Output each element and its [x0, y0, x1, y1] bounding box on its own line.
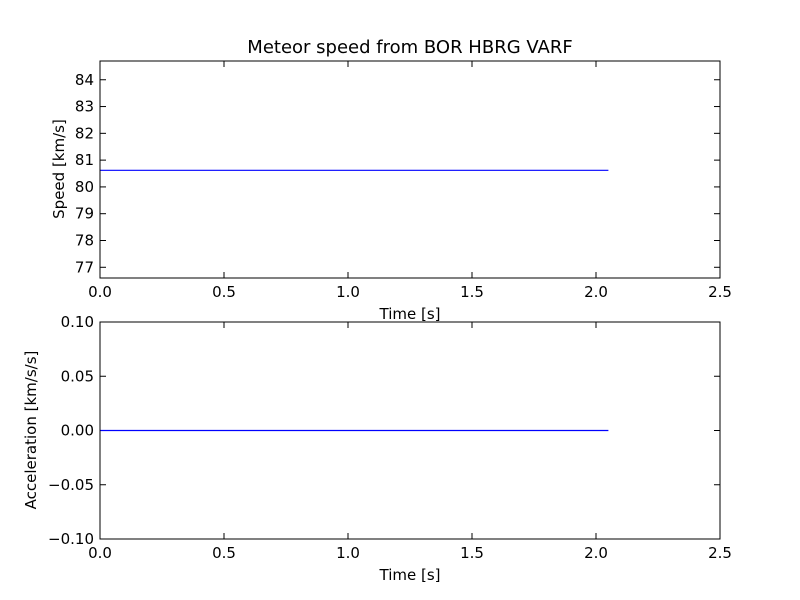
speed-chart-x-tick-label: 0.0 — [88, 283, 112, 301]
acceleration-chart-y-tick-label: 0.05 — [61, 367, 94, 385]
speed-chart-y-tick-label: 83 — [75, 98, 94, 116]
speed-chart-x-tick-label: 2.0 — [584, 283, 608, 301]
acceleration-chart-y-tick-label: 0.10 — [61, 313, 94, 331]
acceleration-chart-x-axis-label: Time [s] — [379, 566, 441, 584]
speed-chart-x-tick-label: 2.5 — [708, 283, 732, 301]
acceleration-chart-x-tick-label: 1.0 — [336, 544, 360, 562]
speed-chart-y-tick-label: 80 — [75, 178, 94, 196]
speed-chart-x-axis-label: Time [s] — [379, 305, 441, 323]
acceleration-chart-axes-frame — [99, 321, 721, 540]
speed-chart-y-tick-label: 84 — [75, 71, 94, 89]
acceleration-chart-x-tick-label: 0.0 — [88, 544, 112, 562]
speed-chart-x-tick-label: 1.0 — [336, 283, 360, 301]
acceleration-chart: 0.0 0.5 1.0 1.5 2.0 2.5 0.10 0.05 0.00 −0.05 −0.10… — [22, 313, 732, 584]
acceleration-chart-y-tick-label: 0.00 — [61, 422, 94, 440]
speed-chart-y-tick-label: 78 — [75, 231, 94, 249]
speed-chart-y-tick-label: 82 — [75, 124, 94, 142]
speed-chart-title: Meteor speed from BOR HBRG VARF — [247, 37, 572, 58]
speed-chart: Meteor speed from BOR HBRG VARF 0.0 0.5 1.… — [50, 37, 732, 323]
acceleration-chart-ticks: 0.0 0.5 1.0 1.5 2.0 2.5 0.10 0.05 0.00 −0.05 −0.10 — [48, 313, 732, 562]
acceleration-chart-x-tick-label: 2.0 — [584, 544, 608, 562]
speed-chart-y-tick-label: 79 — [75, 205, 94, 223]
acceleration-chart-x-tick-label: 1.5 — [460, 544, 484, 562]
speed-chart-x-tick-label: 0.5 — [212, 283, 236, 301]
acceleration-chart-y-tick-label: −0.05 — [48, 476, 94, 494]
speed-chart-x-tick-label: 1.5 — [460, 283, 484, 301]
speed-chart-y-axis-label: Speed [km/s] — [50, 119, 68, 219]
acceleration-chart-x-tick-label: 2.5 — [708, 544, 732, 562]
acceleration-chart-y-tick-label: −0.10 — [48, 530, 94, 548]
acceleration-chart-x-tick-label: 0.5 — [212, 544, 236, 562]
speed-chart-axes-frame — [99, 60, 721, 279]
speed-chart-y-tick-label: 81 — [75, 151, 94, 169]
acceleration-chart-y-axis-label: Acceleration [km/s/s] — [22, 351, 40, 510]
speed-chart-y-tick-label: 77 — [75, 258, 94, 276]
speed-chart-ticks: 0.0 0.5 1.0 1.5 2.0 2.5 77 78 79 80 81 82 83 84 — [75, 61, 732, 301]
